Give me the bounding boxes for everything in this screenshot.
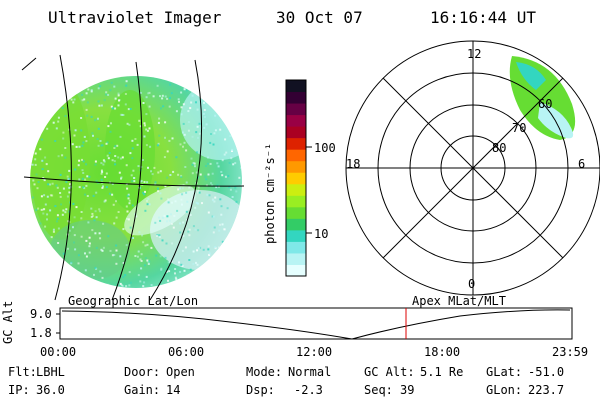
- gain-value: 14: [166, 383, 181, 397]
- colorbar-segment: [286, 195, 306, 208]
- ip-label: IP:: [8, 383, 30, 397]
- dsp-label: Dsp:: [246, 383, 275, 397]
- gain-label: Gain:: [124, 383, 161, 397]
- glat-value: -51.0: [528, 365, 565, 379]
- polar-ring-70: 70: [512, 121, 527, 135]
- polar-ring-60: 60: [538, 97, 553, 111]
- observation-date: 30 Oct 07: [276, 8, 363, 27]
- door-label: Door:: [124, 365, 161, 379]
- colorbar-segment: [286, 183, 306, 196]
- colorbar-segment: [286, 91, 306, 104]
- colorbar-segment: [286, 114, 306, 127]
- timeline-tick-0: 00:00: [40, 345, 77, 359]
- seq-label: Seq:: [364, 383, 393, 397]
- polar-label-12: 12: [467, 47, 482, 61]
- colorbar-tick-10: 10: [314, 227, 329, 241]
- timeline-y-bottom: 1.8: [30, 326, 52, 340]
- polar-label-18: 18: [346, 157, 361, 171]
- colorbar: [285, 79, 312, 277]
- gcalt-value: 5.1 Re: [420, 365, 464, 379]
- colorbar-segment: [286, 80, 306, 93]
- altitude-curve: [61, 309, 571, 340]
- colorbar-segment: [286, 149, 306, 162]
- colorbar-segment: [286, 137, 306, 150]
- timeline-tick-4: 23:59: [552, 345, 589, 359]
- polar-label-0: 0: [468, 277, 476, 291]
- colorbar-segment: [286, 103, 306, 116]
- glon-label: GLon:: [486, 383, 523, 397]
- mode-label: Mode:: [246, 365, 283, 379]
- colorbar-segment: [286, 126, 306, 139]
- timeline-tick-2: 12:00: [296, 345, 333, 359]
- colorbar-segment: [286, 172, 306, 185]
- observation-time: 16:16:44 UT: [430, 8, 536, 27]
- timeline-y-top: 9.0: [30, 307, 52, 321]
- earth-disk: [30, 76, 242, 288]
- colorbar-segment: [286, 206, 306, 219]
- ip-value: 36.0: [36, 383, 65, 397]
- colorbar-segment: [286, 252, 306, 265]
- colorbar-segment: [286, 264, 306, 277]
- dsp-value: -2.3: [294, 383, 323, 397]
- filter-label: Flt:: [8, 365, 37, 379]
- timeline-left-label: Geographic Lat/Lon: [68, 294, 199, 308]
- instrument-title: Ultraviolet Imager: [48, 8, 222, 27]
- lat-lon-grid: [21, 54, 245, 301]
- colorbar-segment: [286, 229, 306, 242]
- seq-value: 39: [400, 383, 415, 397]
- polar-plot: [345, 40, 600, 296]
- colorbar-segment: [286, 160, 306, 173]
- timeline-tick-3: 18:00: [424, 345, 461, 359]
- gcalt-label: GC Alt:: [364, 365, 415, 379]
- colorbar-tick-100: 100: [314, 141, 336, 155]
- door-value: Open: [166, 365, 195, 379]
- timeline-right-label: Apex MLat/MLT: [412, 294, 506, 308]
- glon-value: 223.7: [528, 383, 565, 397]
- colorbar-segment: [286, 241, 306, 254]
- polar-ring-80: 80: [492, 141, 507, 155]
- filter-value: LBHL: [36, 365, 65, 379]
- timeline-tick-1: 06:00: [168, 345, 205, 359]
- glat-label: GLat:: [486, 365, 523, 379]
- mode-value: Normal: [288, 365, 332, 379]
- colorbar-segment: [286, 218, 306, 231]
- polar-label-6: 6: [578, 157, 586, 171]
